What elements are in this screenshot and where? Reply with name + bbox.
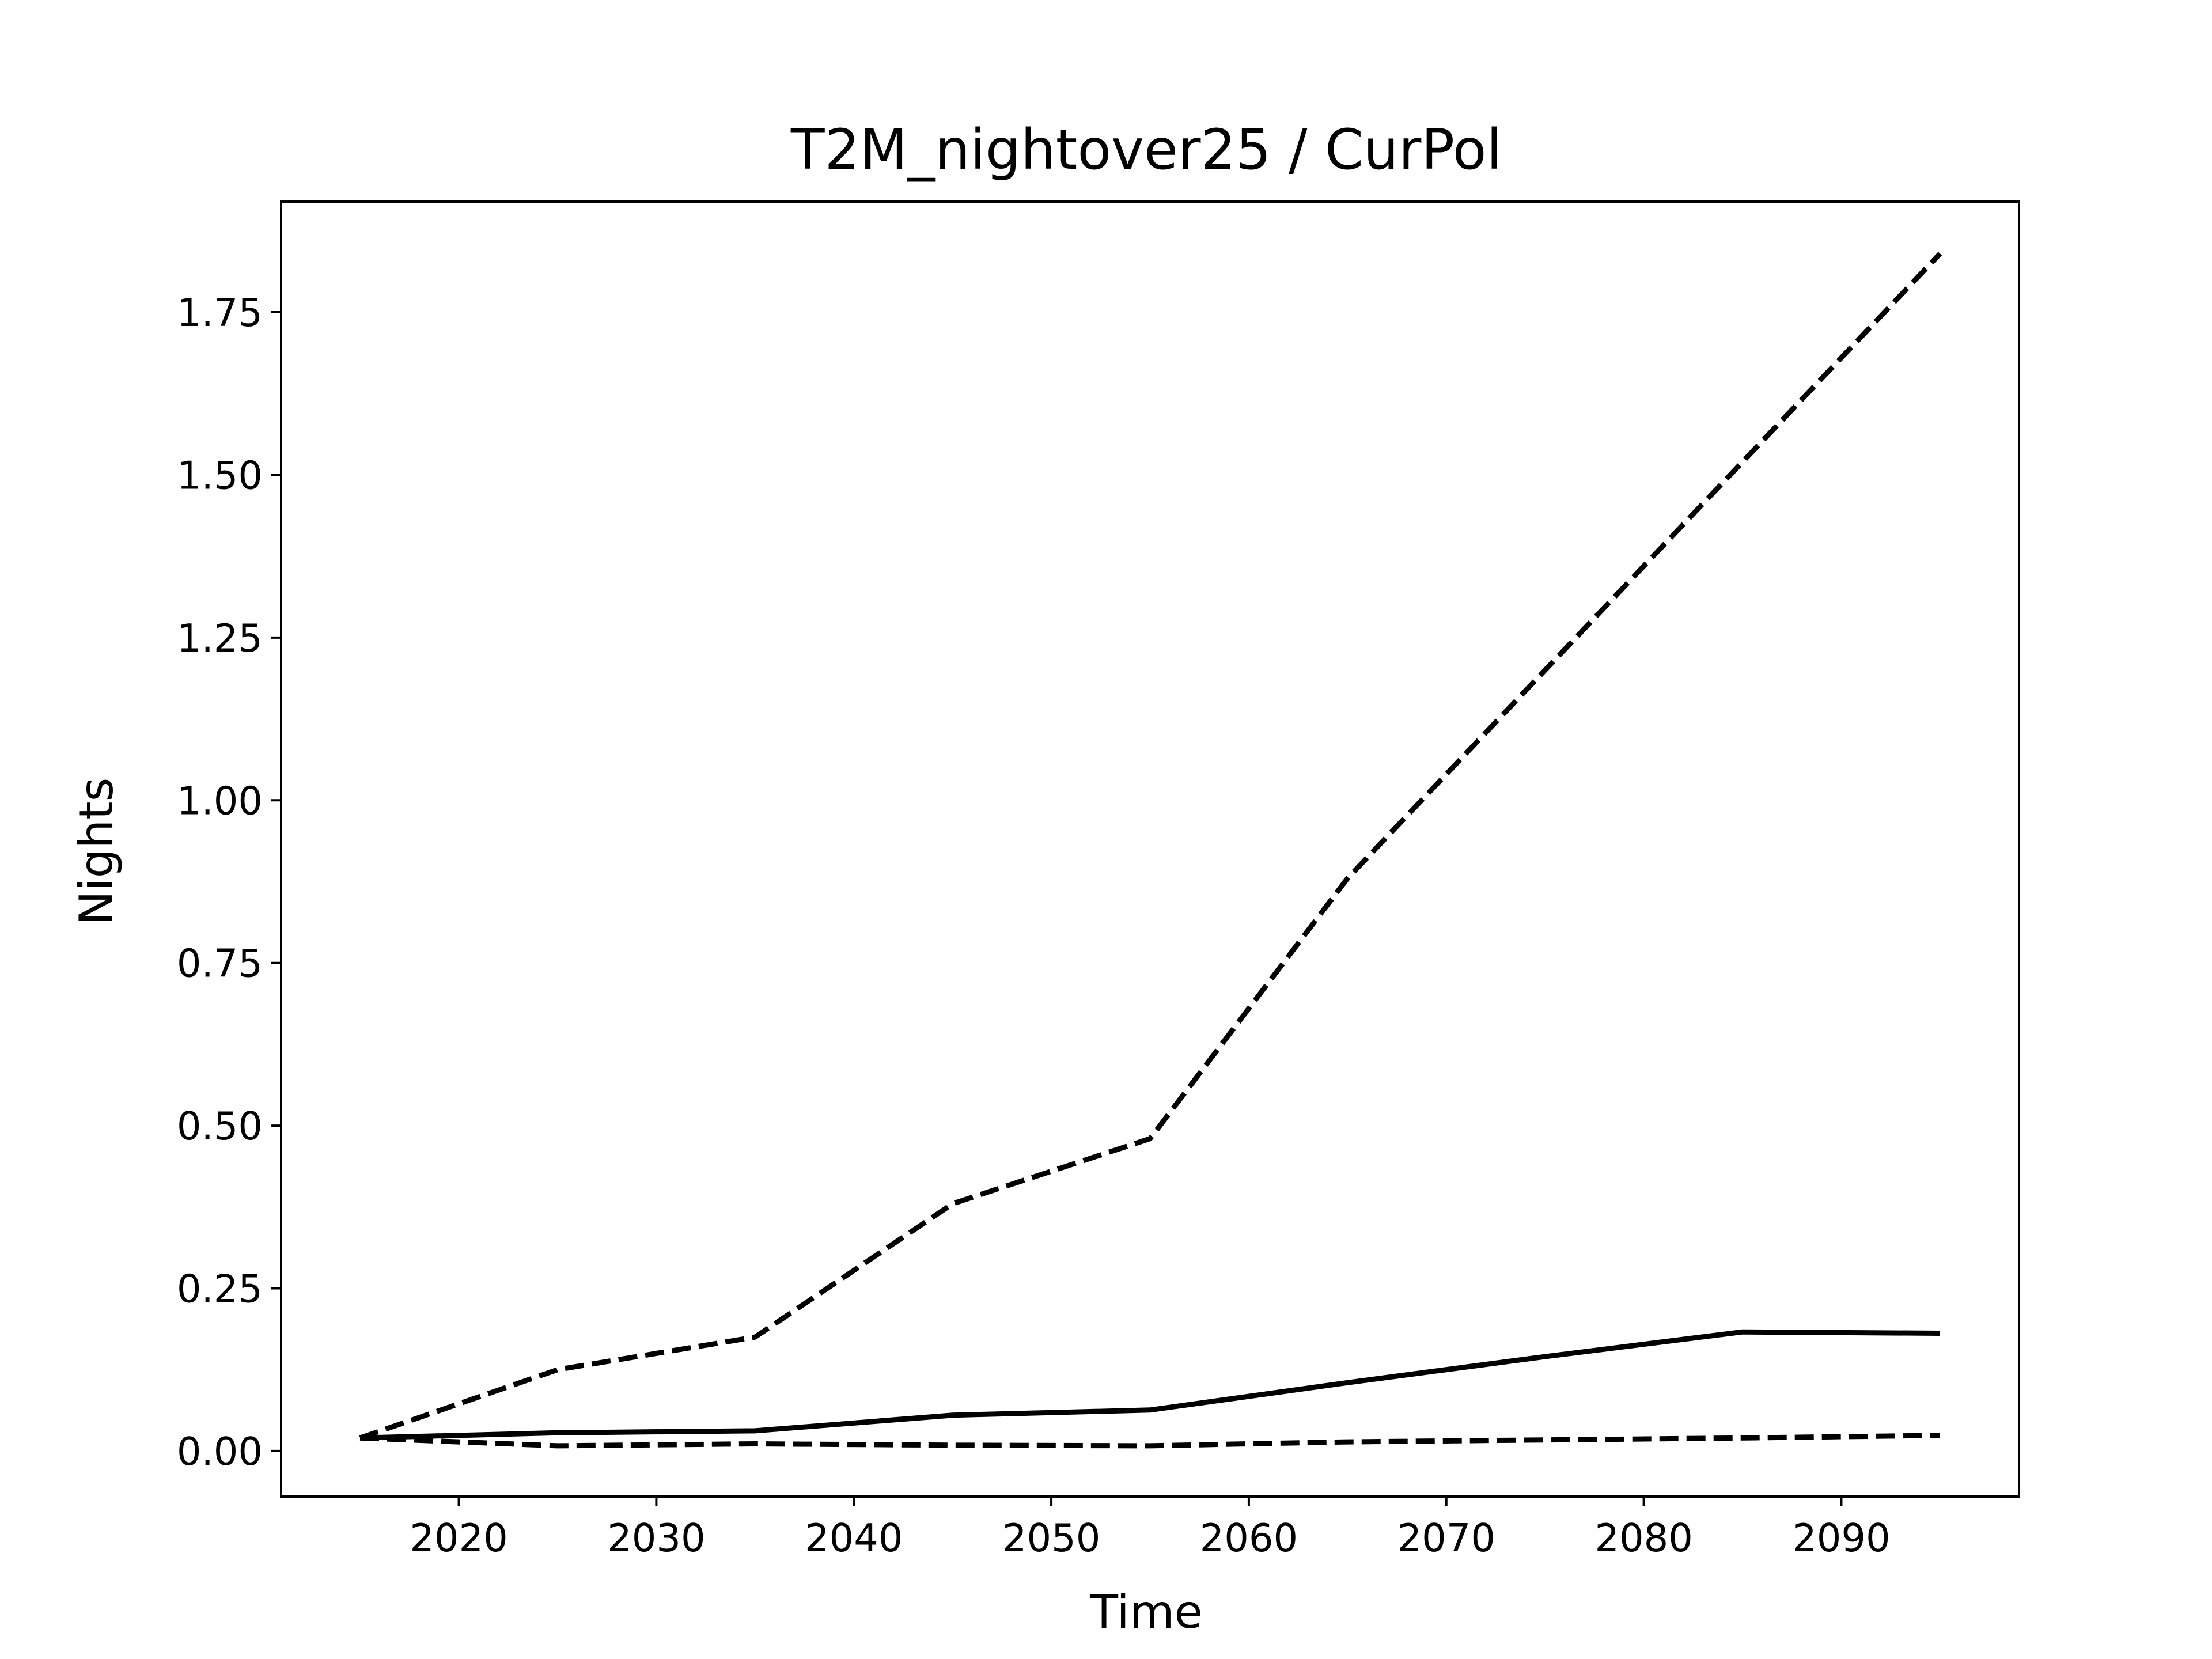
series-line-1 bbox=[359, 252, 1942, 1441]
y-tick-label-1.00: 1.00 bbox=[177, 778, 263, 823]
x-axis-label: Time bbox=[1089, 1585, 1203, 1639]
y-tick-label-1.25: 1.25 bbox=[177, 616, 263, 661]
x-tick-label-2020: 2020 bbox=[410, 1516, 508, 1560]
x-tick-label-2060: 2060 bbox=[1200, 1516, 1298, 1560]
y-tick-label-0.25: 0.25 bbox=[177, 1267, 263, 1312]
y-tick-label-0.75: 0.75 bbox=[177, 941, 263, 986]
y-axis-label: Nights bbox=[70, 778, 123, 926]
y-tick-label-1.75: 1.75 bbox=[177, 290, 263, 335]
chart-title: T2M_nightover25 / CurPol bbox=[790, 118, 1502, 182]
y-tick-label-0.00: 0.00 bbox=[177, 1429, 263, 1474]
y-tick-label-1.50: 1.50 bbox=[177, 453, 263, 498]
x-tick-label-2090: 2090 bbox=[1792, 1516, 1891, 1560]
x-tick-label-2080: 2080 bbox=[1594, 1516, 1693, 1560]
plot-area: 2020 2030 2040 2050 2060 2070 2080 2090 0.00 0.25… bbox=[177, 200, 2020, 1560]
series-line-2 bbox=[359, 1329, 1940, 1441]
x-tick-label-2070: 2070 bbox=[1397, 1516, 1496, 1560]
x-tick-label-2040: 2040 bbox=[805, 1516, 903, 1560]
y-tick-label-0.50: 0.50 bbox=[177, 1104, 263, 1149]
x-tick-label-2050: 2050 bbox=[1002, 1516, 1101, 1560]
plot-frame bbox=[280, 200, 2020, 1498]
x-tick-label-2030: 2030 bbox=[607, 1516, 706, 1560]
series-line-3 bbox=[359, 1433, 1940, 1449]
